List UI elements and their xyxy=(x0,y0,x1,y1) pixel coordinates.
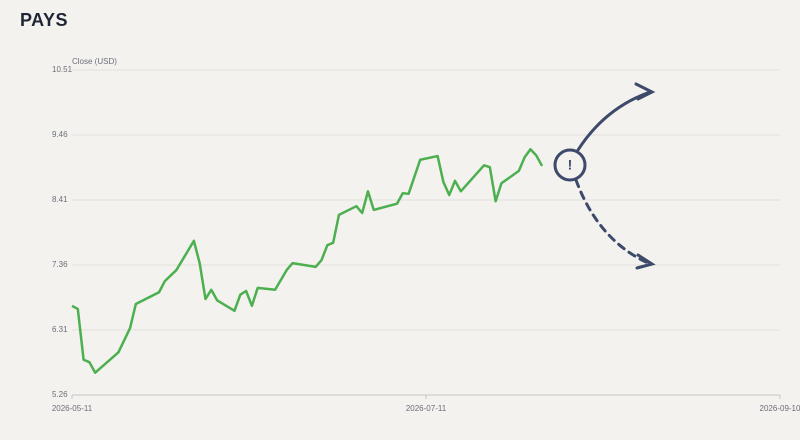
y-tick-label: 9.46 xyxy=(52,130,68,139)
price-line xyxy=(71,147,544,374)
x-tick-label: 2026-07-11 xyxy=(406,404,447,413)
y-axis-label: Close (USD) xyxy=(72,57,117,66)
x-tick-label: 2026-09-10 xyxy=(760,404,800,413)
annotation xyxy=(553,82,656,270)
chart-title: PAYS xyxy=(20,10,68,30)
down-arrow xyxy=(574,178,650,265)
down-arrowhead xyxy=(635,253,656,270)
up-arrowhead xyxy=(634,82,656,101)
annotation-circle xyxy=(553,148,587,182)
y-tick-label: 10.51 xyxy=(52,65,73,74)
y-tick-label: 5.26 xyxy=(52,390,68,399)
y-tick-label: 8.41 xyxy=(52,195,68,204)
annotation-text: ! xyxy=(568,157,573,173)
up-arrow xyxy=(576,90,652,152)
y-tick-label: 7.36 xyxy=(52,260,68,269)
y-tick-label: 6.31 xyxy=(52,325,68,334)
x-tick-label: 2026-05-11 xyxy=(52,404,93,413)
